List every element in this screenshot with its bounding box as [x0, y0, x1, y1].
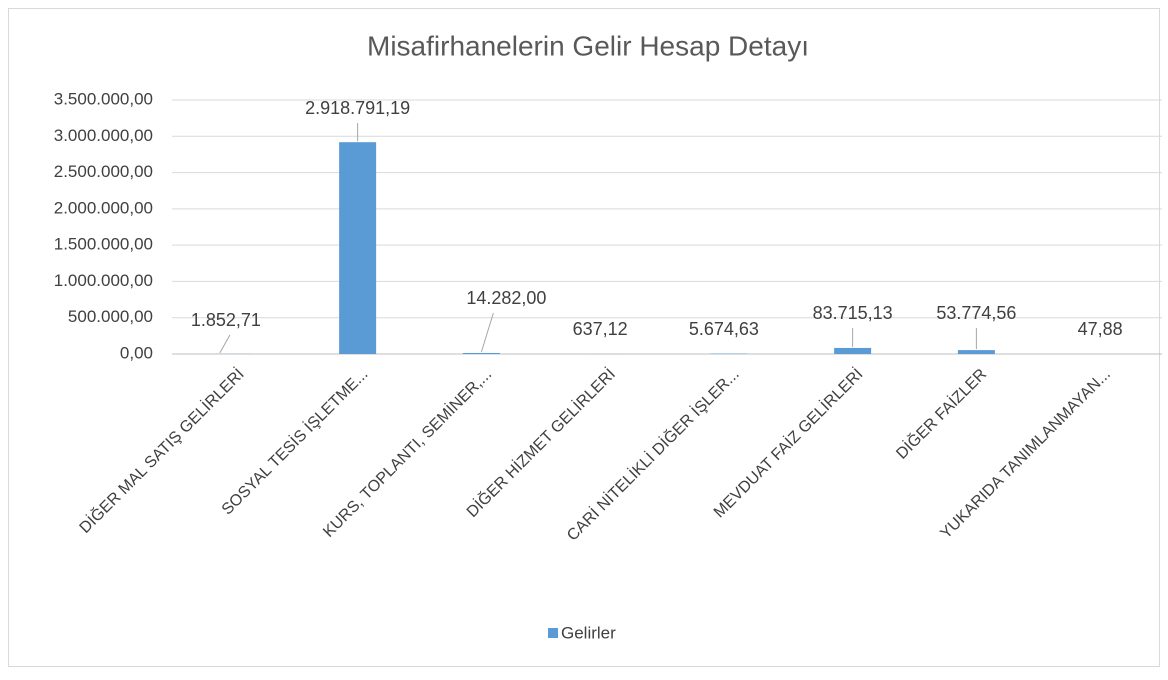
y-tick-label: 2.000.000,00 — [54, 198, 153, 217]
y-tick-label: 1.000.000,00 — [54, 271, 153, 290]
data-label: 47,88 — [1078, 319, 1123, 339]
data-label: 83.715,13 — [813, 303, 893, 323]
data-label: 637,12 — [573, 319, 628, 339]
y-tick-label: 500.000,00 — [68, 307, 153, 326]
bar — [958, 350, 995, 354]
data-label: 2.918.791,19 — [305, 98, 410, 118]
data-label: 5.674,63 — [689, 319, 759, 339]
y-tick-label: 0,00 — [120, 343, 153, 362]
chart-title: Misafirhanelerin Gelir Hesap Detayı — [367, 30, 809, 61]
y-tick-label: 2.500.000,00 — [54, 162, 153, 181]
y-tick-label: 1.500.000,00 — [54, 235, 153, 254]
bar — [339, 142, 376, 354]
data-label: 53.774,56 — [936, 303, 1016, 323]
legend-swatch — [548, 628, 558, 638]
bar — [463, 353, 500, 354]
y-tick-label: 3.500.000,00 — [54, 89, 153, 108]
legend-label: Gelirler — [561, 623, 616, 642]
bar — [834, 348, 871, 354]
data-label: 1.852,71 — [191, 310, 261, 330]
data-label: 14.282,00 — [466, 288, 546, 308]
y-tick-label: 3.000.000,00 — [54, 126, 153, 145]
